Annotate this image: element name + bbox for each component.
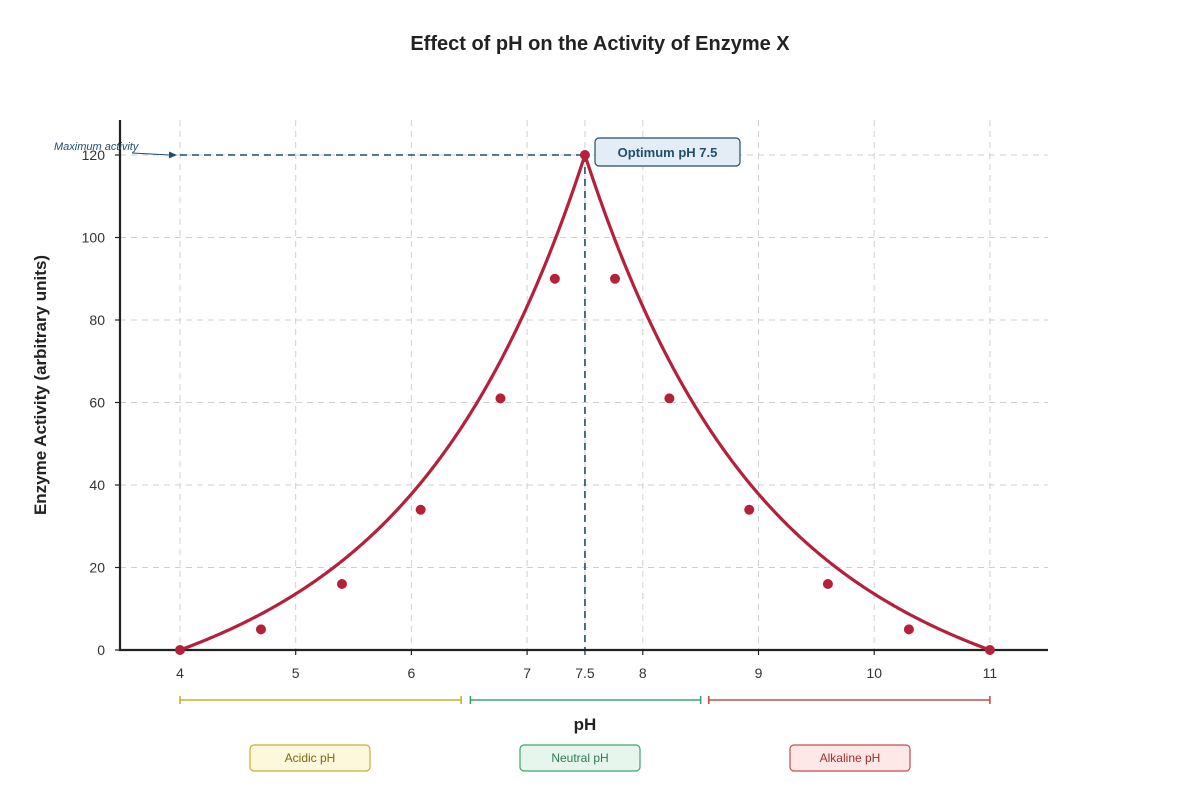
data-point <box>336 579 347 589</box>
data-point <box>822 579 833 589</box>
y-tick-label: 40 <box>89 477 105 493</box>
x-tick-label: 10 <box>866 665 882 681</box>
y-tick-label: 80 <box>89 312 105 328</box>
data-point <box>903 624 914 635</box>
region-label: Neutral pH <box>551 751 608 765</box>
points-layer <box>175 150 995 655</box>
grid-layer <box>120 120 1048 651</box>
optimum-annotation-label: Optimum pH 7.5 <box>618 145 718 160</box>
x-tick-label: 8 <box>639 665 647 681</box>
y-axis-label: Enzyme Activity (arbitrary units) <box>31 255 50 515</box>
data-point <box>175 645 185 655</box>
x-tick-label: 5 <box>292 665 300 681</box>
y-tick-label: 0 <box>97 642 105 658</box>
maximum-activity-label: Maximum activity <box>54 141 140 153</box>
x-tick-label: 4 <box>176 665 184 681</box>
data-point <box>255 624 266 635</box>
region-label-box <box>789 744 911 772</box>
x-tick-label: 11 <box>983 665 998 681</box>
data-point <box>495 393 506 404</box>
data-point <box>610 273 621 284</box>
data-point <box>744 504 755 515</box>
axes-layer: 4 5 6 7 7.5 8 9 10 11 0 20 40 60 80 100 120 <box>82 120 1048 681</box>
region-label-box <box>519 744 641 772</box>
optimum-annotation-box <box>594 137 741 167</box>
y-tick-label: 60 <box>89 395 105 411</box>
guide-layer <box>180 154 586 650</box>
region-layer: Acidic pH Neutral pH Alkaline pH <box>179 696 991 772</box>
region-label: Acidic pH <box>285 751 336 765</box>
annotation-layer: Optimum pH 7.5 Maximum activity <box>54 137 741 167</box>
region-label-box <box>249 744 371 772</box>
x-tick-label: 7.5 <box>575 665 595 681</box>
y-tick-label: 20 <box>89 560 105 576</box>
y-tick-label: 120 <box>82 147 106 163</box>
data-point <box>984 645 995 655</box>
data-point <box>579 150 590 160</box>
maximum-activity-arrow <box>131 152 171 156</box>
data-point <box>415 504 426 515</box>
data-point <box>549 273 560 284</box>
x-tick-label: 9 <box>755 665 763 681</box>
maximum-activity-arrowhead <box>169 151 177 159</box>
y-tick-label: 100 <box>82 230 106 246</box>
data-point <box>664 393 675 404</box>
chart-title: Effect of pH on the Activity of Enzyme X <box>410 33 790 55</box>
x-tick-label: 7 <box>523 665 531 681</box>
region-label: Alkaline pH <box>820 751 881 765</box>
x-axis-label: pH <box>574 715 597 734</box>
x-tick-label: 6 <box>408 665 416 681</box>
